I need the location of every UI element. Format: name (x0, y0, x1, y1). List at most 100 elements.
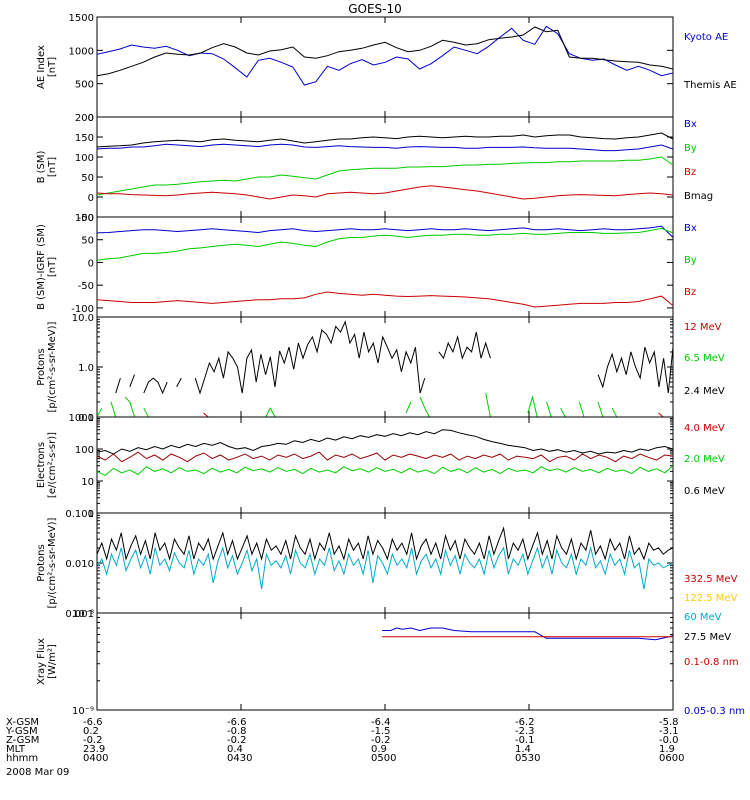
xaxis-row-label-3: MLT (6, 744, 26, 755)
ylabel-protons-0: Protons (36, 348, 47, 385)
series-xray-0-05-0-3-nm (382, 627, 673, 641)
xaxis-row-2-value-2: -0.2 (371, 735, 391, 746)
panel-ae: 0 500 1000 1500 AE Index [nT] Kyoto AE Themis A… (36, 13, 737, 124)
legend-hiprotons-2: 60 MeV (684, 612, 722, 623)
legend-ae-0: Kyoto AE (684, 32, 728, 43)
ytick-label-protons-1: 1.0 (78, 363, 94, 374)
ylabel-bigrf-1: [nT] (47, 257, 58, 277)
xaxis-row-0-value-1: -6.6 (227, 717, 247, 728)
series-bsm-bmag (97, 132, 673, 148)
panel-frame-electrons (96, 416, 674, 514)
panel-frame-protons (96, 316, 674, 418)
xaxis-row-3-value-3: 1.4 (515, 744, 531, 755)
xaxis-row-4-value-2: 0500 (371, 753, 396, 764)
ylabel-bigrf-0: B (SM)-IGRF (SM) (36, 224, 47, 310)
xaxis-row-1-value-3: -2.3 (515, 726, 535, 737)
series-hiprotons-27-5-mev (97, 526, 673, 561)
xaxis-row-2-value-1: -0.2 (227, 735, 247, 746)
panel-frame-xray (96, 612, 674, 711)
series-electrons-4-0-mev (97, 451, 673, 463)
ytick-label-bsm-4: 150 (75, 133, 94, 144)
ytick-label-electrons-2: 100 (75, 445, 94, 456)
date-label: 2008 Mar 09 (6, 767, 69, 778)
legend-protons-0: 12 MeV (684, 322, 722, 333)
ytick-label-xray-1: 10⁻⁸ (72, 609, 94, 620)
ytick-label-electrons-0: 1 (88, 509, 94, 520)
xaxis-row-3-value-1: 0.4 (227, 744, 243, 755)
series-bsm-bx (97, 143, 673, 152)
panel-protons: 0.1 1.0 10.0 Protons [p/(cm²-s-sr-MeV)] 12 Me… (36, 313, 725, 424)
series-electrons-2-0-mev (97, 465, 673, 476)
ytick-label-electrons-3: 1000 (69, 413, 94, 424)
xaxis-row-label-1: Y-GSM (5, 726, 38, 737)
panel-bigrf: -100 -50 0 50 100 B (SM)-IGRF (SM) [nT] Bx By Bz (36, 213, 697, 318)
chart-title: GOES-10 (348, 2, 402, 16)
legend-hiprotons-0: 332.5 MeV (684, 574, 738, 585)
ylabel-hiprotons-1: [p/(cm²-s-sr-MeV)] (47, 517, 58, 608)
ytick-label-bsm-3: 100 (75, 153, 94, 164)
ytick-label-ae-1: 500 (75, 80, 94, 91)
xaxis-row-4-value-3: 0530 (515, 753, 540, 764)
legend-electrons-0: 4.0 MeV (684, 423, 725, 434)
xaxis-row-1-value-2: -1.5 (371, 726, 391, 737)
ylabel-protons-1: [p/(cm²-s-sr-MeV)] (47, 321, 58, 412)
ylabel-ae-1: [nT] (47, 57, 58, 77)
ylabel-xray-1: [W/m²] (47, 644, 58, 679)
ytick-label-protons-0: 0.1 (78, 413, 94, 424)
legend-bsm-1: By (684, 143, 697, 154)
ytick-label-xray-0: 10⁻⁹ (72, 706, 94, 717)
ytick-label-bsm-0: -50 (78, 213, 94, 224)
series-electrons-0-6-mev (97, 429, 673, 455)
xaxis-row-4-value-1: 0430 (227, 753, 252, 764)
series-ae-themis-ae (97, 26, 673, 77)
xaxis-row-0-value-0: -6.6 (83, 717, 103, 728)
legend-protons-2: 2.4 MeV (684, 386, 725, 397)
xaxis-row-4-value-4: 0600 (659, 753, 684, 764)
xaxis-row-2-value-0: -0.2 (83, 735, 103, 746)
xaxis-row-0-value-2: -6.4 (371, 717, 391, 728)
xaxis-row-3-value-4: 1.9 (659, 744, 675, 755)
xaxis-row-label-2: Z-GSM (6, 735, 39, 746)
legend-electrons-2: 0.6 MeV (684, 486, 725, 497)
legend-bigrf-2: Bz (684, 287, 696, 298)
ylabel-electrons-1: [e/(cm²-s-sr)] (47, 432, 58, 498)
legend-protons-1: 6.5 MeV (684, 353, 725, 364)
legend-bsm-3: Bmag (684, 191, 713, 202)
x-axis-ephemeris: X-GSM -6.6 -6.6 -6.4 -6.2 -5.8 Y-GSM 0.2 -0.8 -1.… (5, 717, 684, 764)
ytick-label-protons-2: 10.0 (72, 313, 94, 324)
series-protons-2-4-mev (115, 320, 673, 395)
xaxis-row-label-0: X-GSM (6, 717, 39, 728)
ylabel-bsm-0: B (SM) (36, 150, 47, 183)
ytick-label-electrons-1: 10 (81, 477, 94, 488)
series-bigrf-bx (97, 225, 673, 238)
ytick-label-ae-3: 1500 (69, 13, 94, 24)
panel-hiprotons: 0.001 0.010 0.100 Protons [p/(cm²-s-sr-MeV)]… (36, 509, 738, 643)
legend-hiprotons-1: 122.5 MeV (684, 593, 738, 604)
ytick-label-bigrf-2: 0 (88, 258, 94, 269)
series-hiprotons-60-mev (97, 545, 673, 590)
panel-frame-bsm (96, 116, 674, 218)
legend-xray-0: 0.1-0.8 nm (684, 657, 739, 668)
series-bsm-bz (97, 185, 673, 200)
xaxis-row-1-value-1: -0.8 (227, 726, 247, 737)
series-ae-kyoto-ae (97, 25, 673, 86)
xaxis-row-2-value-4: -0.0 (659, 735, 679, 746)
ytick-label-ae-2: 1000 (69, 46, 94, 57)
series-protons-12-mev (203, 412, 664, 417)
legend-bigrf-1: By (684, 255, 697, 266)
ylabel-xray-0: Xray Flux (36, 638, 47, 685)
ytick-label-bigrf-0: -100 (71, 304, 94, 315)
xaxis-row-0-value-3: -6.2 (515, 717, 535, 728)
panel-xray: 10⁻⁹ 10⁻⁸ Xray Flux [W/m²] 0.1-0.8 nm 0.05-0.… (36, 609, 745, 717)
xaxis-row-1-value-4: -3.1 (659, 726, 679, 737)
ytick-label-ae-0: 0 (88, 113, 94, 124)
ytick-label-bsm-1: 0 (88, 193, 94, 204)
ytick-label-bigrf-3: 50 (81, 236, 94, 247)
series-protons-6-5-mev (97, 393, 618, 417)
xaxis-row-2-value-3: -0.1 (515, 735, 535, 746)
panel-bsm: -50 0 50 100 150 200 B (SM) [nT] Bx By Bz Bmag (36, 113, 713, 224)
ylabel-hiprotons-0: Protons (36, 544, 47, 581)
legend-xray-1: 0.05-0.3 nm (684, 706, 745, 717)
